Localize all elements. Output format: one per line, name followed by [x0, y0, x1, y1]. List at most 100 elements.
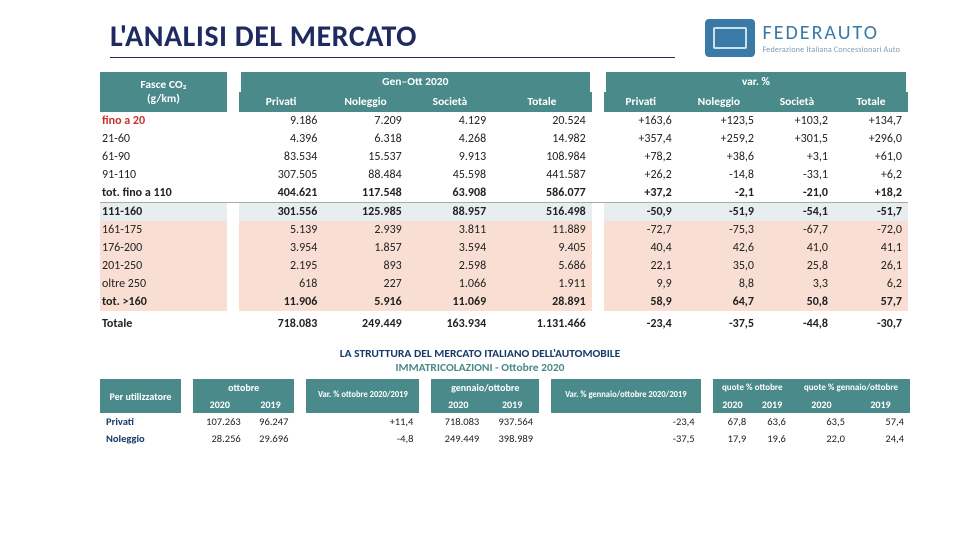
row-label: 111-160 [100, 203, 227, 222]
table-row: Noleggio28.25629.696-4,8249.449398.989-3… [100, 430, 910, 447]
table-row: oltre 2506182271.0661.9119,98,83,36,2 [100, 275, 908, 293]
cell: +134,7 [834, 112, 908, 130]
th-year: 2019 [247, 396, 295, 413]
cell: 57,4 [851, 413, 910, 430]
row-label: 61-90 [100, 148, 227, 166]
row-label: 161-175 [100, 221, 227, 239]
cell: 3.594 [408, 239, 492, 257]
th-sub: Noleggio [323, 92, 407, 112]
th-sub: Privati [604, 92, 678, 112]
co2-table: Fasce CO₂ (g/km) Gen–Ott 2020 var. % Pri… [100, 72, 910, 333]
cell: 58,9 [604, 293, 678, 311]
cell: 893 [323, 257, 407, 275]
cell: 11.889 [492, 221, 592, 239]
cell: 249.449 [323, 311, 407, 333]
cell: 64,7 [678, 293, 760, 311]
table-row: 61-9083.53415.5379.913108.984+78,2+38,6+… [100, 148, 908, 166]
row-label: oltre 250 [100, 275, 227, 293]
cell: 88.957 [408, 203, 492, 222]
cell: 57,7 [834, 293, 908, 311]
cell: 8,8 [678, 275, 760, 293]
cell: 2.939 [323, 221, 407, 239]
table-row: tot. >16011.9065.91611.06928.89158,964,7… [100, 293, 908, 311]
cell: 937.564 [485, 413, 539, 430]
cell: 88.484 [323, 166, 407, 184]
cell: -51,7 [834, 203, 908, 222]
cell: 26,1 [834, 257, 908, 275]
cell: 249.449 [431, 430, 485, 447]
logo: FEDERAUTO Federazione Italiana Concessio… [705, 19, 900, 57]
cell: +78,2 [604, 148, 678, 166]
cell: 6.318 [323, 130, 407, 148]
cell: 45.598 [408, 166, 492, 184]
th-fasce: Fasce CO₂ (g/km) [100, 72, 227, 112]
cell: 618 [239, 275, 323, 293]
th-sub: Privati [239, 92, 323, 112]
cell: 14.982 [492, 130, 592, 148]
row-label: Noleggio [100, 430, 181, 447]
cell: 1.857 [323, 239, 407, 257]
cell: 63,5 [792, 413, 851, 430]
table-row: 176-2003.9541.8573.5949.40540,442,641,04… [100, 239, 908, 257]
logo-sub-text: Federazione Italiana Concessionari Auto [763, 45, 900, 55]
th-sub: Totale [492, 92, 592, 112]
cell: +3,1 [760, 148, 834, 166]
table-row: 21-604.3966.3184.26814.982+357,4+259,2+3… [100, 130, 908, 148]
cell: 718.083 [431, 413, 485, 430]
row-label: tot. fino a 110 [100, 184, 227, 203]
table-row: fino a 209.1867.2094.12920.524+163,6+123… [100, 112, 908, 130]
th-sub: Totale [834, 92, 908, 112]
table-row: tot. fino a 110404.621117.54863.908586.0… [100, 184, 908, 203]
cell: -14,8 [678, 166, 760, 184]
cell: -21,0 [760, 184, 834, 203]
th-sub: Società [760, 92, 834, 112]
cell: 718.083 [239, 311, 323, 333]
cell: 7.209 [323, 112, 407, 130]
cell: -23,4 [604, 311, 678, 333]
cell: -23,4 [551, 413, 701, 430]
cell: 22,1 [604, 257, 678, 275]
cell: +18,2 [834, 184, 908, 203]
cell: 404.621 [239, 184, 323, 203]
cell: 4.268 [408, 130, 492, 148]
cell: 3,3 [760, 275, 834, 293]
th-sub: Noleggio [678, 92, 760, 112]
row-label: 21-60 [100, 130, 227, 148]
cell: 35,0 [678, 257, 760, 275]
table-row: 201-2502.1958932.5985.68622,135,025,826,… [100, 257, 908, 275]
th-year: 2019 [851, 396, 910, 413]
cell: 25,8 [760, 257, 834, 275]
cell: 15.537 [323, 148, 407, 166]
utilizzatore-table: Per utilizzatore ottobre Var. % ottobre … [100, 379, 910, 447]
cell: 2.195 [239, 257, 323, 275]
cell: 1.066 [408, 275, 492, 293]
table-row: 161-1755.1392.9393.81111.889-72,7-75,3-6… [100, 221, 908, 239]
cell: -54,1 [760, 203, 834, 222]
th-g4: Var. % gennaio/ottobre 2020/2019 [551, 379, 701, 413]
cell: 40,4 [604, 239, 678, 257]
cell: 307.505 [239, 166, 323, 184]
cell: 63,6 [752, 413, 792, 430]
cell: 28.256 [193, 430, 247, 447]
cell: 3.954 [239, 239, 323, 257]
table-row: Privati107.26396.247+11,4718.083937.564-… [100, 413, 910, 430]
cell: +26,2 [604, 166, 678, 184]
row-label: 176-200 [100, 239, 227, 257]
cell: 9.405 [492, 239, 592, 257]
federauto-icon [705, 19, 755, 57]
cell: 24,4 [851, 430, 910, 447]
logo-main-text: FEDERAUTO [763, 21, 900, 45]
cell: +38,6 [678, 148, 760, 166]
cell: +301,5 [760, 130, 834, 148]
cell: 4.396 [239, 130, 323, 148]
cell: -50,9 [604, 203, 678, 222]
cell: 117.548 [323, 184, 407, 203]
cell: 63.908 [408, 184, 492, 203]
th-g3: gennaio/ottobre [431, 379, 539, 396]
cell: +123,5 [678, 112, 760, 130]
cell: 227 [323, 275, 407, 293]
cell: -33,1 [760, 166, 834, 184]
cell: 1.911 [492, 275, 592, 293]
cell: 83.534 [239, 148, 323, 166]
cell: 11.069 [408, 293, 492, 311]
